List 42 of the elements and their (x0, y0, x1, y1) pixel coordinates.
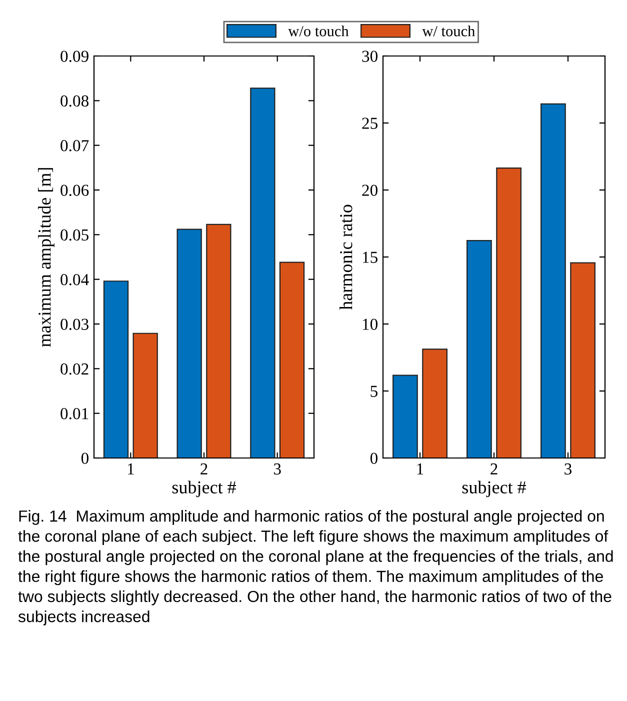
y-tick-label: 0.07 (60, 140, 89, 152)
bar (206, 224, 232, 458)
y-axis-title: maximum amplitude [m] (38, 168, 54, 347)
x-tick-label: 3 (274, 463, 281, 475)
x-axis-title: subject # (462, 480, 526, 498)
x-tick-label: 2 (200, 463, 208, 474)
bar (250, 88, 276, 458)
y-tick-label: 0.06 (60, 184, 89, 196)
bar (422, 348, 448, 458)
caption: Fig. 14 Maximum amplitude and harmonic ratios of the postural angle projected on the coronal plane of each subject. The left figure shows the maximum amplitudes of the postural angle projected on the coronal plane at the frequencies of the trials, and the right figure shows the harmonic ratios of them. The maximum amplitudes of the two subjects slightly decreased. On the other hand, the harmonic ratios of two of the subjects increased (18, 510, 613, 626)
bar (540, 103, 566, 458)
bar (279, 262, 305, 458)
y-tick-label: 15 (362, 252, 378, 263)
x-tick-label: 1 (128, 463, 134, 474)
bar (496, 167, 522, 458)
x-tick-label: 2 (490, 463, 498, 474)
y-tick-label: 25 (362, 118, 378, 129)
y-tick-label: 0.08 (60, 95, 89, 107)
y-tick-label: 20 (362, 184, 378, 196)
bar (570, 262, 596, 458)
y-tick-label: 0.03 (60, 318, 88, 330)
y-axis-title: harmonic ratio (340, 204, 352, 310)
y-tick-label: 0.09 (60, 50, 88, 62)
bar (466, 240, 492, 458)
bar (392, 374, 418, 458)
y-tick-label: 5 (370, 386, 378, 397)
bar (103, 280, 129, 458)
y-tick-label: 0.05 (60, 229, 88, 241)
legend-label: w/ touch (422, 26, 475, 36)
y-tick-label: 0 (370, 452, 378, 464)
y-tick-label: 0.04 (60, 274, 89, 286)
y-tick-label: 0.02 (60, 363, 88, 375)
y-tick-label: 0 (81, 452, 89, 464)
bar (132, 332, 158, 458)
bar (176, 228, 202, 458)
x-tick-label: 1 (417, 463, 424, 474)
legend-label: w/o touch (288, 26, 349, 36)
y-tick-label: 10 (362, 318, 378, 330)
y-tick-label: 30 (362, 50, 378, 62)
x-axis-title: subject # (172, 480, 236, 498)
x-tick-label: 3 (564, 463, 572, 475)
y-tick-label: 0.01 (60, 408, 88, 420)
